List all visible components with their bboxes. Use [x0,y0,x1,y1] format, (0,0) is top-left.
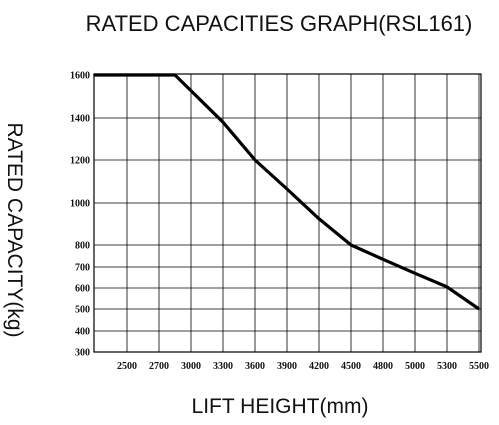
x-tick-labels: 2500 2700 3000 3300 3600 3900 4200 4500 4800 5000… [117,361,489,372]
x-tick-label-8: 4800 [373,361,393,372]
y-tick-labels: 300 400 500 600 700 800 1000 1200 1400 1600 [70,71,90,359]
series-point-0-5 [318,218,320,220]
series-point-0-10 [478,308,480,310]
x-axis-label: LIFT HEIGHT(mm) [192,395,369,418]
x-tick-label-11: 5500 [469,361,489,372]
x-tick-label-10: 5300 [437,361,457,372]
x-tick-label-0: 2500 [117,361,137,372]
x-tick-label-5: 3900 [277,361,297,372]
x-tick-label-4: 3600 [245,361,265,372]
x-tick-label-2: 3000 [181,361,201,372]
grid [94,74,481,352]
x-tick-label-3: 3300 [213,361,233,372]
x-tick-label-9: 5000 [405,361,425,372]
series-point-0-3 [254,159,256,161]
y-tick-label-3: 600 [75,284,90,295]
series-point-0-4 [286,188,288,190]
y-tick-label-5: 800 [75,241,90,252]
series-point-0-9 [446,286,448,288]
x-tick-label-1: 2700 [149,361,169,372]
x-tick-label-7: 4500 [341,361,361,372]
series-point-0-6 [350,244,352,246]
y-tick-label-8: 1400 [70,114,90,125]
y-tick-label-7: 1200 [70,156,90,167]
series-point-0-2 [222,121,224,123]
x-tick-label-6: 4200 [309,361,329,372]
y-tick-label-6: 1000 [70,199,90,210]
plot-frame [93,73,482,353]
y-tick-label-4: 700 [75,263,90,274]
chart-title: RATED CAPACITIES GRAPH(RSL161) [86,11,473,36]
series-point-0-0 [93,74,95,76]
y-tick-label-0: 300 [75,348,90,359]
series-point-0-8 [414,272,416,275]
series-layer [93,73,480,311]
y-tick-label-1: 400 [75,327,90,338]
series-line-0 [94,73,480,311]
y-tick-label-9: 1600 [70,71,90,82]
y-tick-label-2: 500 [75,305,90,316]
series-point-0-7 [382,258,384,261]
series-point-0-1 [174,74,176,76]
y-axis-label: RATED CAPACITY(kg) [3,122,26,337]
